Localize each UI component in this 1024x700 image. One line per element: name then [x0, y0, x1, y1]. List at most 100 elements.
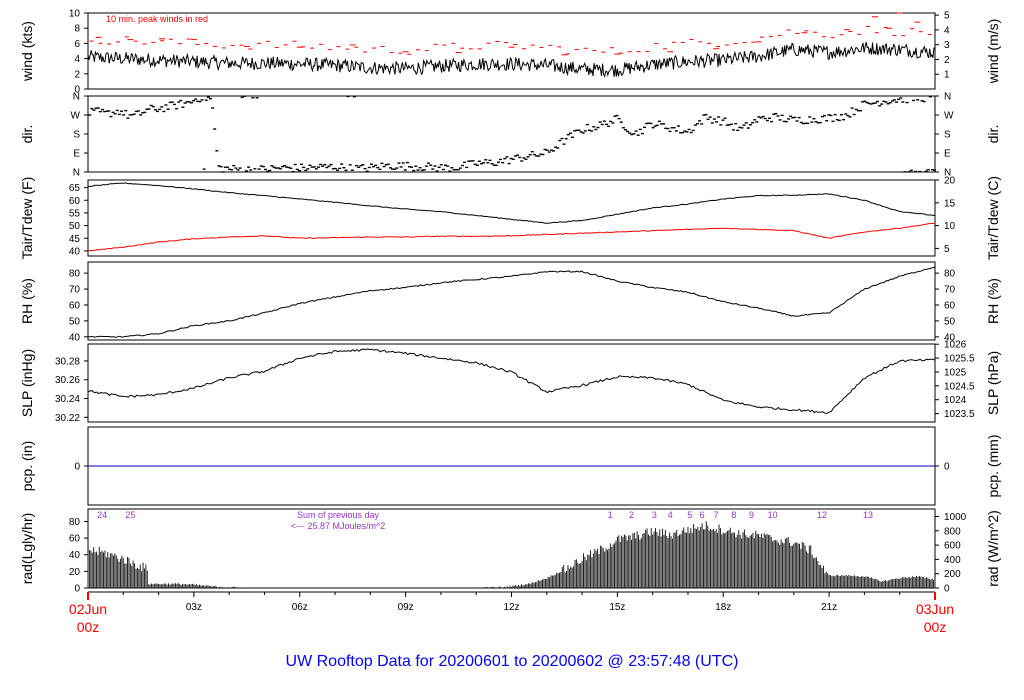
y-tick-label-right: 50 — [944, 316, 956, 327]
y-tick-label-left: 65 — [69, 183, 81, 194]
y-axis-label-left: SLP (inHg) — [19, 349, 35, 417]
y-tick-label-right: S — [944, 130, 951, 141]
y-tick-label-left: 30.28 — [55, 356, 80, 367]
x-axis: 03z 06z 09z 12z 15z 18z 21z 02Jun 00z 03Jun 00z — [69, 591, 954, 635]
y-tick-label-right: 3 — [944, 40, 950, 51]
y-tick-label-left: 8 — [74, 24, 80, 35]
y-tick-label-right: 1025.5 — [944, 354, 975, 365]
hour-mark-label: 24 — [97, 510, 107, 520]
x-tick-label: 18z — [715, 602, 731, 613]
hour-mark-label: 6 — [700, 510, 705, 520]
x-start-date-label: 02Jun — [69, 601, 107, 617]
radiation-sum-value: <--- 25.87 MJoules/m^2 — [291, 521, 386, 531]
y-tick-label-left: 40 — [69, 246, 81, 257]
y-tick-label-right: N — [944, 92, 951, 103]
series-line-wind — [87, 41, 936, 78]
y-tick-label-right: 400 — [944, 555, 961, 566]
series-line-slp — [87, 348, 936, 414]
x-tick-label: 06z — [292, 602, 308, 613]
x-tick-label: 09z — [398, 602, 414, 613]
y-tick-label-left: 0 — [74, 462, 80, 473]
y-tick-label-right: 1025 — [944, 367, 967, 378]
series-line-Tdew — [87, 222, 936, 252]
y-tick-label-left: 55 — [69, 208, 81, 219]
y-axis-label-right: pcp. (mm) — [985, 435, 1001, 498]
y-tick-label-left: 30.22 — [55, 413, 80, 424]
hour-mark-label: 12 — [817, 510, 827, 520]
y-tick-label-right: 1 — [944, 70, 950, 81]
panel-slp: SLP (inHg) SLP (hPa) 30.22 30.24 30.26 30.28 1… — [19, 340, 1001, 424]
y-axis-label-left: wind (kts) — [19, 21, 35, 82]
y-tick-label-left: 20 — [69, 567, 81, 578]
y-tick-label-right: 70 — [944, 285, 956, 296]
y-axis-label-right: SLP (hPa) — [985, 351, 1001, 415]
y-tick-label-left: N — [73, 168, 80, 179]
y-axis-label-right: rad (W/m^2) — [985, 510, 1001, 587]
y-axis-label-right: dir. — [985, 125, 1001, 144]
y-axis-label-left: Tair/Tdew (F) — [19, 177, 35, 259]
hour-mark-label: 5 — [687, 510, 692, 520]
y-tick-label-right: 600 — [944, 541, 961, 552]
y-tick-label-left: 60 — [69, 300, 81, 311]
y-tick-label-left: 4 — [74, 54, 80, 65]
y-tick-label-right: N — [944, 168, 951, 179]
y-tick-label-right: 10 — [944, 221, 956, 232]
y-tick-label-right: E — [944, 149, 951, 160]
x-end-date-label: 03Jun — [916, 601, 954, 617]
hour-mark-label: 9 — [749, 510, 754, 520]
hour-mark-label: 2 — [629, 510, 634, 520]
panel-pcp: pcp. (in) pcp. (mm) 0 0 — [19, 426, 1001, 506]
y-tick-label-left: S — [73, 130, 80, 141]
y-tick-label-right: 0 — [944, 584, 950, 595]
hour-mark-label: 1 — [608, 510, 613, 520]
y-tick-label-right: 4 — [944, 25, 950, 36]
y-tick-label-right: 800 — [944, 526, 961, 537]
y-axis-label-right: Tair/Tdew (C) — [985, 176, 1001, 260]
chart-title: UW Rooftop Data for 20200601 to 20200602… — [286, 653, 739, 670]
y-tick-label-left: 80 — [69, 269, 81, 280]
y-axis-label-left: RH (%) — [19, 278, 35, 324]
y-tick-label-right: 1000 — [944, 512, 967, 523]
y-tick-label-left: 30.26 — [55, 375, 80, 386]
y-tick-label-left: 0 — [74, 584, 80, 595]
panel-frame — [87, 343, 936, 423]
y-tick-label-left: 60 — [69, 196, 81, 207]
y-tick-label-right: 40 — [944, 332, 956, 343]
panel-rh: RH (%) RH (%) 40 50 60 70 80 40 50 60 70 80 — [19, 261, 1001, 343]
y-tick-label-left: 0 — [74, 85, 80, 96]
x-tick-label: 03z — [186, 602, 202, 613]
panel-rad: rad(Lgly/hr) rad (W/m^2)02040608002004006… — [19, 508, 1001, 595]
series-line-Tair — [88, 182, 936, 224]
y-tick-label-right: 0 — [944, 462, 950, 473]
y-axis-label-right: wind (m/s) — [985, 19, 1001, 85]
y-tick-label-left: 50 — [69, 316, 81, 327]
y-tick-label-right: 2 — [944, 55, 950, 66]
y-tick-label-right: 1024.5 — [944, 381, 975, 392]
hour-mark-label: 10 — [768, 510, 778, 520]
y-tick-label-right: W — [944, 111, 954, 122]
y-tick-label-left: N — [73, 92, 80, 103]
y-tick-label-right: 80 — [944, 269, 956, 280]
y-axis-label-left: pcp. (in) — [19, 441, 35, 492]
y-tick-label-left: E — [73, 149, 80, 160]
y-axis-label-right: RH (%) — [985, 278, 1001, 324]
panel-frame — [87, 12, 936, 90]
y-tick-label-right: 1023.5 — [944, 409, 975, 420]
hour-mark-label: 7 — [714, 510, 719, 520]
series-line-rh — [87, 266, 936, 338]
y-tick-label-left: 40 — [69, 332, 81, 343]
y-tick-label-right: 15 — [944, 198, 956, 209]
y-tick-label-left: 80 — [69, 517, 81, 528]
hour-mark-label: 25 — [125, 510, 135, 520]
y-tick-label-left: 50 — [69, 221, 81, 232]
y-tick-label-left: W — [71, 111, 81, 122]
y-tick-label-right: 60 — [944, 300, 956, 311]
x-tick-label: 15z — [609, 602, 625, 613]
hour-mark-label: 3 — [652, 510, 657, 520]
panel-frame — [87, 261, 936, 341]
